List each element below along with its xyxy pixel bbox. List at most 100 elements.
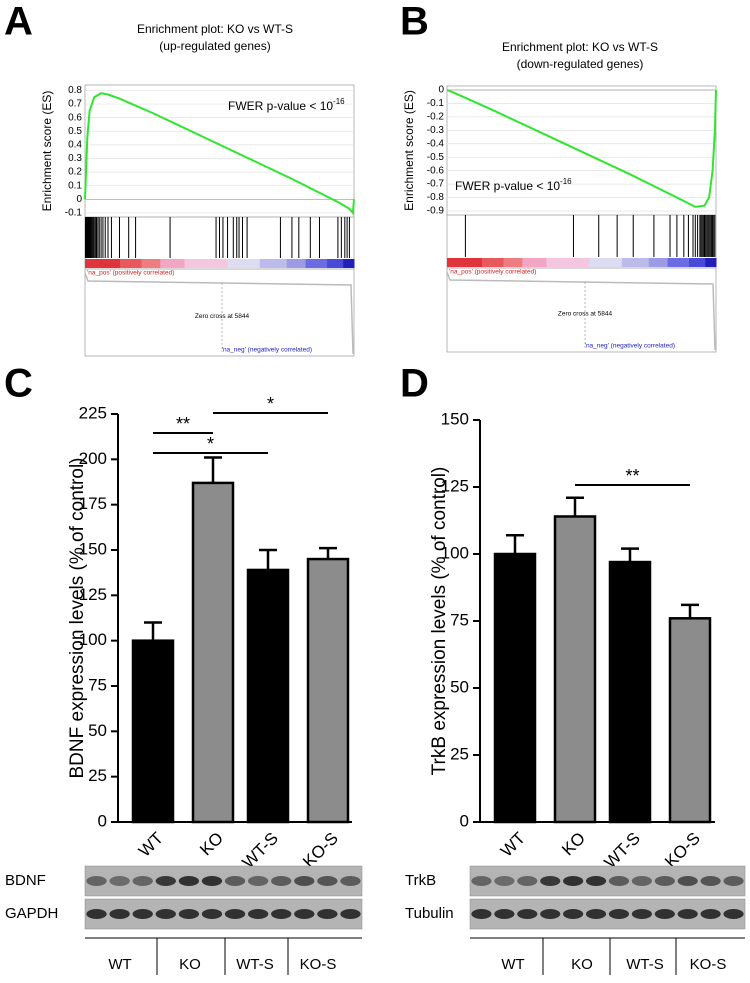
x-tick-label: KO [196, 829, 227, 860]
annotation: FWER p-value < 10-16 [455, 177, 572, 193]
y-tick-label: 0.3 [68, 153, 82, 164]
y-tick-label: 0 [438, 85, 444, 96]
y-tick-label: -0.3 [427, 125, 445, 136]
y-tick-label: 225 [79, 403, 107, 422]
rank-color-bar [327, 259, 344, 268]
y-tick-label: 125 [441, 476, 469, 495]
blot-band [224, 876, 246, 886]
significance-label: * [207, 434, 214, 454]
blot-row-label: GAPDH [5, 905, 58, 922]
rank-color-bar [85, 259, 121, 268]
y-tick-label: 50 [450, 677, 469, 696]
blot-band [294, 909, 315, 919]
y-axis-label: TrkB expression levels (% of control) [429, 467, 450, 776]
rank-color-bar [648, 258, 669, 267]
y-tick-label: -0.9 [427, 206, 445, 217]
blot-lane-label: KO-S [300, 956, 337, 973]
significance-label: ** [625, 466, 639, 486]
panel-letter: C [4, 362, 33, 406]
y-tick-label: 0 [98, 811, 107, 830]
blot-band [340, 909, 361, 919]
chart-subtitle: (down-regulated genes) [517, 57, 644, 71]
blot-band [494, 876, 515, 886]
blot-row [84, 898, 363, 930]
y-tick-label: 150 [441, 409, 469, 428]
annotation-text: FWER p-value < 10 [228, 99, 333, 113]
y-tick-label: 50 [88, 721, 107, 740]
y-tick-label: 100 [79, 630, 107, 649]
rank-color-bar [667, 258, 690, 267]
rank-color-bar [119, 259, 142, 268]
blot-band [317, 876, 338, 886]
annotation-text: FWER p-value < 10 [455, 179, 560, 193]
blot-band [178, 909, 200, 919]
x-tick-label: WT-S [239, 829, 282, 872]
chart-title: Enrichment plot: KO vs WT-S [502, 40, 658, 54]
blot-band [271, 909, 292, 919]
blot-band [247, 876, 269, 886]
blot-row [84, 865, 363, 897]
rank-color-bar [343, 259, 355, 268]
es-line [446, 89, 717, 208]
neg-label: 'na_neg' (negatively correlated) [222, 347, 312, 354]
y-tick-label: 25 [88, 766, 107, 785]
y-tick-label: -0.5 [427, 152, 445, 163]
rank-color-bar [447, 258, 483, 267]
rank-metric [84, 272, 354, 355]
bar [553, 515, 597, 824]
rank-color-bar [227, 259, 261, 268]
blot-band [294, 876, 315, 886]
panel-letter: A [4, 0, 33, 44]
blot-band [109, 909, 130, 919]
blot-band [494, 909, 515, 919]
blot-band [723, 876, 744, 886]
bar [306, 557, 350, 824]
blot-band [631, 909, 652, 919]
blot-band [224, 909, 246, 919]
blot-band [155, 909, 176, 919]
blot-lane-label: WT [108, 956, 131, 973]
bar [246, 568, 290, 824]
bar [668, 617, 712, 824]
rank-color-bar [503, 258, 523, 267]
blot-band [86, 876, 107, 886]
rank-color-bar [184, 259, 229, 268]
x-tick-label: WT-S [601, 829, 644, 872]
blot-band [132, 909, 153, 919]
y-tick-label: -0.1 [65, 208, 83, 219]
panel-letter: B [400, 0, 429, 44]
x-tick-label: KO-S [661, 829, 704, 872]
blot-band [201, 909, 223, 919]
blot-lane-label: WT-S [236, 956, 274, 973]
rank-color-bar [141, 259, 161, 268]
y-tick-label: -0.8 [427, 192, 445, 203]
blot-band [563, 909, 584, 919]
blot-band [517, 876, 538, 886]
annotation-sup: -16 [560, 177, 572, 186]
y-tick-label: 0.5 [68, 126, 82, 137]
x-tick-label: KO [558, 829, 589, 860]
y-tick-label: 0.6 [68, 112, 82, 123]
blot-band [700, 876, 721, 886]
blot-band [247, 909, 269, 919]
blot-band [585, 876, 607, 886]
zero-cross-label: Zero cross at 5844 [195, 313, 250, 320]
blot-band [723, 909, 744, 919]
blot-band [608, 909, 630, 919]
blot-row-label: BDNF [5, 872, 46, 889]
y-tick-label: -0.6 [427, 165, 445, 176]
x-tick-label: KO-S [299, 829, 342, 872]
blot-band [631, 876, 652, 886]
y-axis-label: BDNF expression levels (% of control) [67, 458, 88, 779]
y-tick-label: 75 [88, 675, 107, 694]
x-tick-label: WT [497, 829, 529, 861]
blot-lane-label: KO [571, 956, 593, 973]
blot-band [271, 876, 292, 886]
y-tick-label: 0.4 [68, 140, 82, 151]
y-tick-label: 100 [441, 543, 469, 562]
bar [131, 639, 175, 824]
y-axis-label: Enrichment score (ES) [402, 90, 416, 211]
blot-band [563, 876, 584, 886]
y-tick-label: 200 [79, 449, 107, 468]
